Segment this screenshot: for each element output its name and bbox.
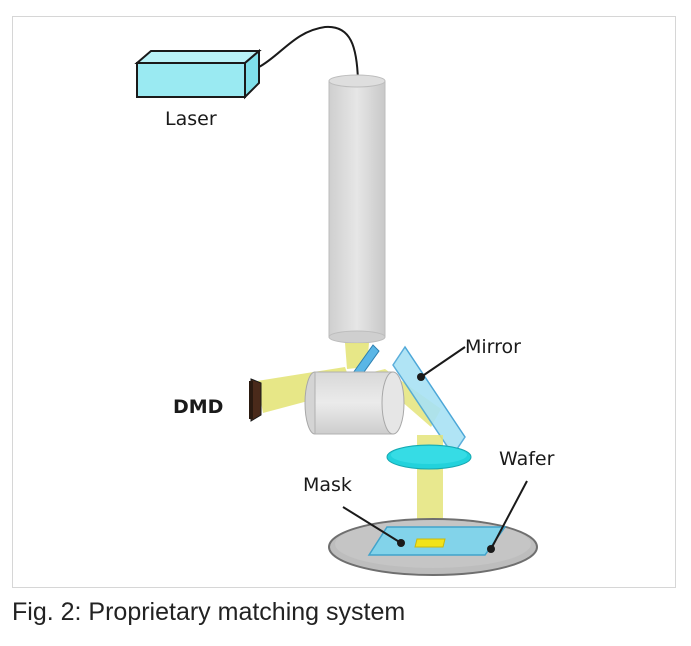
figure-caption: Fig. 2: Proprietary matching system (12, 598, 406, 626)
lens-disk (386, 444, 472, 470)
mirror-panel (392, 345, 466, 457)
mask-leader-dot (397, 539, 405, 547)
mirror-leader-dot (417, 373, 425, 381)
wafer-leader-line (490, 480, 528, 550)
fiber-cable (258, 25, 359, 82)
optical-system-diagram: Laser Mirror DMD Wafer Mask (134, 25, 555, 576)
vertical-tube (328, 74, 386, 344)
laser-label: Laser (165, 108, 217, 130)
dmd-device (249, 378, 262, 422)
mask-label: Mask (303, 474, 352, 496)
figure-frame: Laser Mirror DMD Wafer Mask (12, 16, 676, 588)
wafer-leader-dot (487, 545, 495, 553)
mirror-label: Mirror (465, 336, 521, 358)
mask-leader-line (342, 506, 402, 544)
wafer-label: Wafer (499, 448, 555, 470)
mask-plate (367, 526, 507, 556)
laser-box (134, 48, 262, 100)
mirror-leader-line (420, 346, 466, 378)
lens-cylinder (304, 371, 405, 435)
dmd-label: DMD (173, 396, 223, 418)
